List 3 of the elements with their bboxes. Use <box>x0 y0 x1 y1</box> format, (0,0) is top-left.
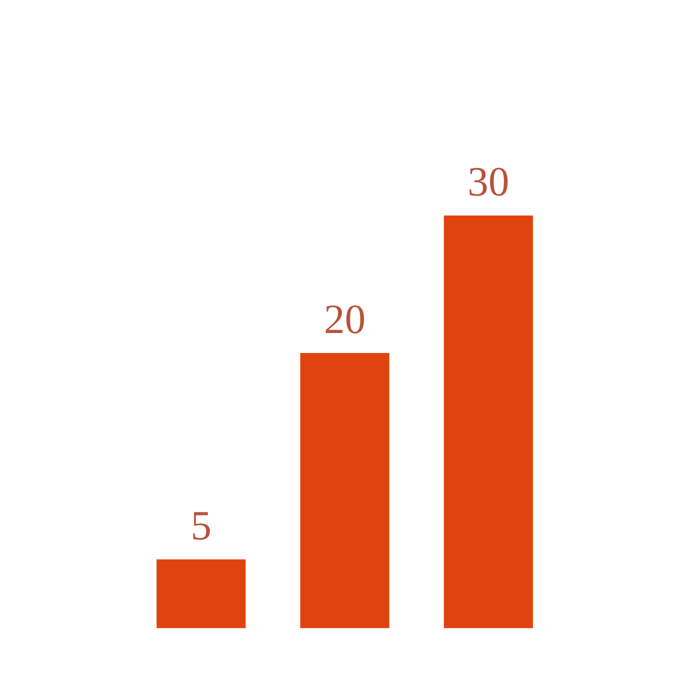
data-label: 20 <box>326 305 364 334</box>
data-label: 30 <box>470 168 508 196</box>
data-label: 5 <box>193 512 210 540</box>
